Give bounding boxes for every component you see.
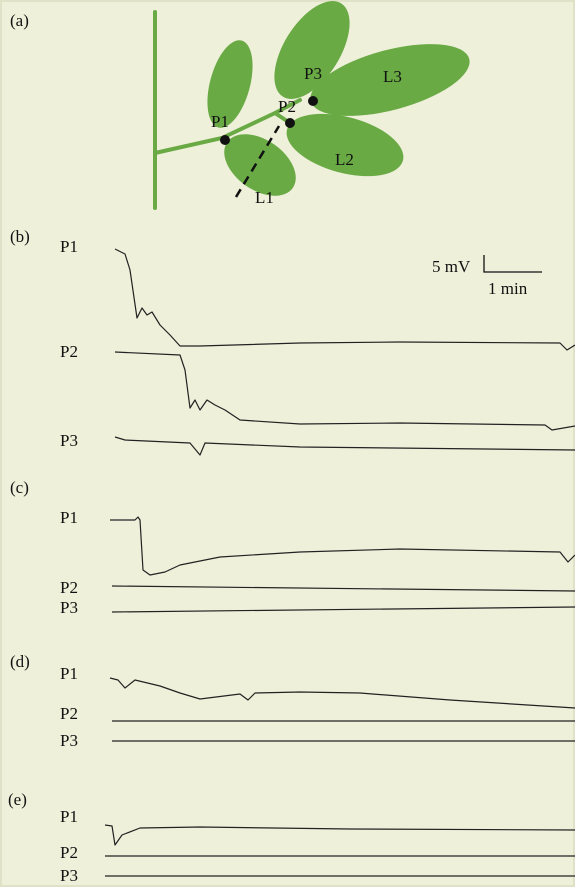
panel-label: (b)	[10, 227, 30, 246]
trace-label: P1	[60, 237, 78, 256]
point-label: P1	[211, 112, 229, 131]
trace-label: P2	[60, 704, 78, 723]
leaf-label: L3	[383, 67, 402, 86]
page: {"panel_a": {"label": "(a)", "points": […	[0, 0, 575, 887]
trace-label: P3	[60, 731, 78, 750]
point-marker	[308, 96, 318, 106]
panel-label: (a)	[10, 11, 29, 30]
figure: (a) P1 P2 P3 L1 L2 L3 (b) P1 P2 P3 5 mV …	[0, 0, 575, 887]
trace-label: P3	[60, 866, 78, 885]
point-marker	[220, 135, 230, 145]
panel-label: (d)	[10, 652, 30, 671]
trace-label: P1	[60, 664, 78, 683]
leaf-label: L2	[335, 150, 354, 169]
trace-label: P2	[60, 578, 78, 597]
scale-label: 1 min	[488, 279, 528, 298]
point-label: P2	[278, 97, 296, 116]
panel-label: (e)	[8, 790, 27, 809]
trace-label: P2	[60, 342, 78, 361]
leaf-label: L1	[255, 188, 274, 207]
point-label: P3	[304, 64, 322, 83]
trace-label: P2	[60, 843, 78, 862]
trace-label: P1	[60, 807, 78, 826]
point-marker	[285, 118, 295, 128]
trace-label: P1	[60, 508, 78, 527]
trace-label: P3	[60, 431, 78, 450]
scale-label: 5 mV	[432, 257, 471, 276]
panel-label: (c)	[10, 478, 29, 497]
trace-label: P3	[60, 598, 78, 617]
